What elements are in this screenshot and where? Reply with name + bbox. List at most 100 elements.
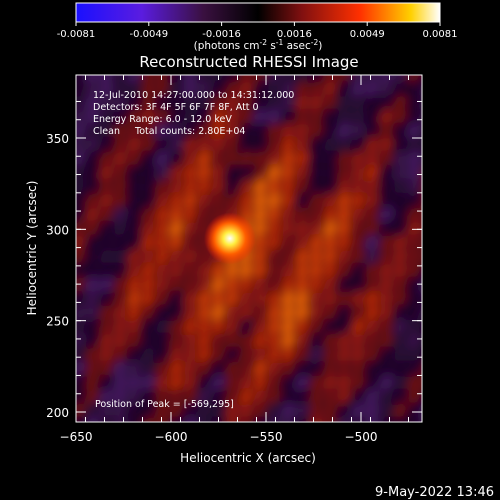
image-plot: −650 −600 −550 −500 200 250 300 350 <box>46 74 423 444</box>
heatmap-cell <box>153 191 171 211</box>
heatmap-cell <box>153 415 171 422</box>
heatmap-cell <box>111 219 129 239</box>
heatmap-cell <box>83 345 101 365</box>
heatmap-cell <box>335 359 353 379</box>
heatmap-cell <box>307 107 325 127</box>
heatmap-cell <box>349 345 367 365</box>
heatmap-cell <box>153 401 171 421</box>
heatmap-cell <box>237 261 255 281</box>
heatmap-cell <box>83 373 101 393</box>
heatmap-cell <box>335 415 353 422</box>
heatmap-cell <box>237 289 255 309</box>
heatmap-cell <box>139 359 157 379</box>
heatmap-cell <box>321 247 339 267</box>
heatmap-cell <box>377 345 395 365</box>
heatmap-cell <box>83 177 101 197</box>
heatmap-cell <box>391 401 409 421</box>
heatmap-cell <box>363 331 381 351</box>
heatmap-cell <box>139 289 157 309</box>
heatmap-cell <box>251 387 269 407</box>
heatmap-cell <box>279 247 297 267</box>
heatmap-cell <box>125 79 143 99</box>
heatmap-cell <box>293 75 311 85</box>
heatmap-cell <box>83 149 101 169</box>
heatmap-cell <box>279 107 297 127</box>
heatmap-cell <box>251 79 269 99</box>
heatmap-cell <box>335 373 353 393</box>
annotation-clean: Clean Total counts: 2.80E+04 <box>93 126 245 137</box>
heatmap-cell <box>181 135 199 155</box>
heatmap-cell <box>405 359 422 379</box>
heatmap-cell <box>391 415 409 422</box>
heatmap-cell <box>181 345 199 365</box>
heatmap-cell <box>251 149 269 169</box>
heatmap-cell <box>97 387 115 407</box>
heatmap-cell <box>167 401 185 421</box>
heatmap-cell <box>279 289 297 309</box>
heatmap-cell <box>279 415 297 422</box>
heatmap-cell <box>97 345 115 365</box>
heatmap-cell <box>195 345 213 365</box>
heatmap-cell <box>223 261 241 281</box>
chart-title: Reconstructed RHESSI Image <box>139 53 358 71</box>
heatmap-cell <box>377 401 395 421</box>
heatmap-cell <box>237 135 255 155</box>
heatmap-cell <box>377 261 395 281</box>
heatmap-cell <box>377 149 395 169</box>
heatmap-cell <box>363 191 381 211</box>
heatmap-cell <box>391 219 409 239</box>
heatmap-cell <box>209 121 227 141</box>
heatmap-cell <box>195 121 213 141</box>
heatmap-cell <box>335 317 353 337</box>
heatmap-cell <box>125 261 143 281</box>
heatmap-cell <box>209 191 227 211</box>
heatmap-cell <box>335 303 353 323</box>
heatmap-cell <box>405 387 422 407</box>
heatmap-cell <box>391 275 409 295</box>
heatmap-cell <box>377 275 395 295</box>
heatmap-cell <box>293 191 311 211</box>
heatmap-cell <box>153 345 171 365</box>
heatmap-cell <box>167 191 185 211</box>
heatmap-cell <box>153 317 171 337</box>
heatmap-cell <box>279 219 297 239</box>
heatmap-cell <box>363 289 381 309</box>
heatmap-cell <box>195 359 213 379</box>
heatmap-cell <box>335 401 353 421</box>
heatmap-cell <box>167 75 185 85</box>
heatmap-cell <box>167 275 185 295</box>
heatmap-cell <box>111 177 129 197</box>
heatmap-cell <box>83 93 101 113</box>
heatmap-cell <box>97 149 115 169</box>
heatmap-cell <box>335 149 353 169</box>
heatmap-cell <box>111 247 129 267</box>
heatmap-cell <box>265 135 283 155</box>
heatmap-cell <box>321 79 339 99</box>
heatmap-cell <box>363 401 381 421</box>
heatmap-cell <box>307 205 325 225</box>
heatmap-cell <box>97 401 115 421</box>
x-axis-label: Heliocentric X (arcsec) <box>180 451 316 465</box>
heatmap-cell <box>181 289 199 309</box>
heatmap-cell <box>237 275 255 295</box>
heatmap-cell <box>321 163 339 183</box>
heatmap-cell <box>377 205 395 225</box>
heatmap-cell <box>83 205 101 225</box>
heatmap-cell <box>265 275 283 295</box>
heatmap-cell <box>293 177 311 197</box>
heatmap-cell <box>307 233 325 253</box>
heatmap-cell <box>363 359 381 379</box>
heatmap-cell <box>363 79 381 99</box>
heatmap-cell <box>335 387 353 407</box>
heatmap-cell <box>377 191 395 211</box>
heatmap-cell <box>279 331 297 351</box>
heatmap-cell <box>209 75 227 85</box>
heatmap-cell <box>293 163 311 183</box>
heatmap-cell <box>265 387 283 407</box>
heatmap-cell <box>237 79 255 99</box>
heatmap-cell <box>139 331 157 351</box>
heatmap-cell <box>125 233 143 253</box>
heatmap-cell <box>251 177 269 197</box>
annotation-detectors: Detectors: 3F 4F 5F 6F 7F 8F, Att 0 <box>93 102 259 113</box>
